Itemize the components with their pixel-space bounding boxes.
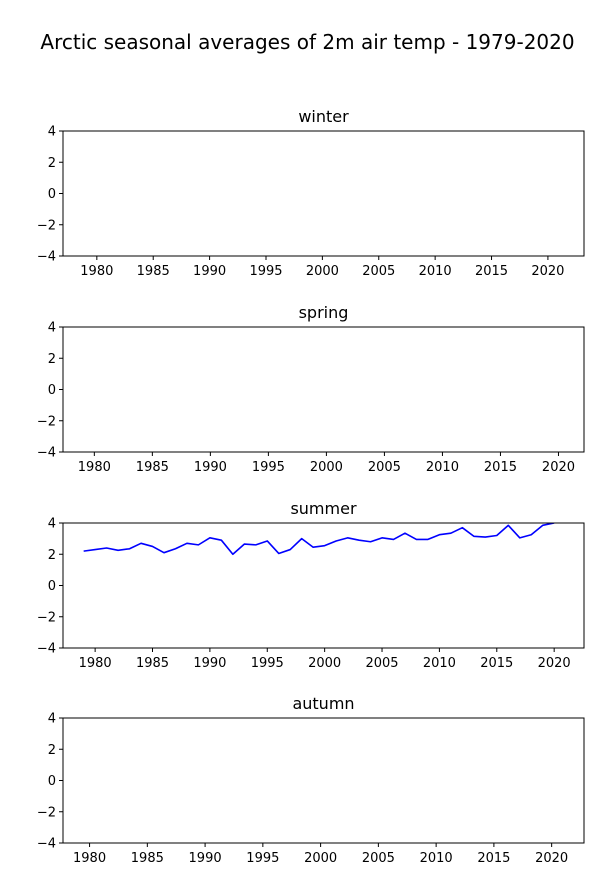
axes-frame-autumn [62,717,585,844]
series-line-summer-0 [83,523,555,556]
x-tick-label-spring: 2015 [484,460,517,475]
x-tick-label-summer: 1990 [193,656,226,671]
y-tick-label-winter: 2 [48,156,56,171]
y-tick-label-spring: 0 [48,383,56,398]
x-tick-label-spring: 1995 [252,460,285,475]
x-tick-label-spring: 2020 [542,460,575,475]
y-tick-label-winter: −2 [37,218,56,233]
x-tick-label-autumn: 1985 [131,851,164,866]
y-tick-label-autumn: 4 [48,712,56,727]
x-tick-label-winter: 1995 [249,264,282,279]
x-tick-label-autumn: 2000 [304,851,337,866]
y-tick-label-spring: 4 [48,321,56,336]
y-tick-label-autumn: 0 [48,774,56,789]
y-tick-label-summer: −2 [37,610,56,625]
subplot-title-autumn: autumn [292,694,354,713]
y-tick-label-spring: −2 [37,414,56,429]
subplot-title-spring: spring [299,303,349,322]
x-tick-label-winter: 2015 [475,264,508,279]
subplot-title-summer: summer [290,499,356,518]
axes-frame-spring [62,326,585,453]
x-tick-label-winter: 2020 [531,264,564,279]
y-tick-label-autumn: −2 [37,805,56,820]
y-tick-label-winter: 0 [48,187,56,202]
x-tick-label-winter: 2005 [362,264,395,279]
x-tick-label-winter: 1985 [137,264,170,279]
x-tick-label-summer: 2020 [538,656,571,671]
subplot-title-winter: winter [298,107,349,126]
x-tick-label-winter: 1980 [80,264,113,279]
x-tick-label-autumn: 1980 [73,851,106,866]
y-tick-label-winter: 4 [48,125,56,140]
x-tick-label-winter: 2010 [419,264,452,279]
x-tick-label-winter: 1990 [193,264,226,279]
x-tick-label-spring: 1985 [136,460,169,475]
x-tick-label-summer: 1995 [251,656,284,671]
x-tick-label-autumn: 2020 [535,851,568,866]
y-tick-label-summer: 0 [48,579,56,594]
y-tick-label-autumn: −4 [37,837,56,852]
y-tick-label-winter: −4 [37,250,56,265]
x-tick-label-spring: 2010 [426,460,459,475]
x-tick-label-autumn: 2015 [477,851,510,866]
x-tick-label-summer: 2010 [423,656,456,671]
x-tick-label-autumn: 2005 [362,851,395,866]
subplot-autumn: autumn −4 −2 0 2 4 1980 1985 1990 1995 2000 2005 201… [37,694,585,866]
y-tick-label-spring: 2 [48,352,56,367]
x-tick-label-autumn: 1990 [189,851,222,866]
x-tick-label-autumn: 2010 [420,851,453,866]
x-tick-label-summer: 2015 [480,656,513,671]
y-tick-label-summer: 4 [48,517,56,532]
x-tick-label-spring: 2000 [310,460,343,475]
subplot-spring: spring −4 −2 0 2 4 1980 1985 1990 1995 2000 2005 201… [37,303,585,475]
axes-frame-summer [62,522,585,649]
subplot-winter: winter −4 −2 0 2 4 1980 1985 1990 1995 2000 2005 201… [37,107,585,279]
x-tick-label-winter: 2000 [306,264,339,279]
x-tick-label-spring: 1990 [194,460,227,475]
subplot-summer: summer −4 −2 0 2 4 1980 1985 1990 1995 2000 2005 201… [37,499,585,671]
x-tick-label-summer: 1980 [79,656,112,671]
x-tick-label-spring: 1980 [78,460,111,475]
x-tick-label-autumn: 1995 [246,851,279,866]
x-tick-label-summer: 2000 [308,656,341,671]
y-tick-label-summer: 2 [48,548,56,563]
figure-title: Arctic seasonal averages of 2m air temp … [40,30,574,54]
x-tick-label-summer: 1985 [136,656,169,671]
y-tick-label-summer: −4 [37,642,56,657]
y-tick-label-autumn: 2 [48,743,56,758]
x-tick-label-summer: 2005 [365,656,398,671]
axes-frame-winter [62,130,585,257]
x-tick-label-spring: 2005 [368,460,401,475]
y-tick-label-spring: −4 [37,446,56,461]
